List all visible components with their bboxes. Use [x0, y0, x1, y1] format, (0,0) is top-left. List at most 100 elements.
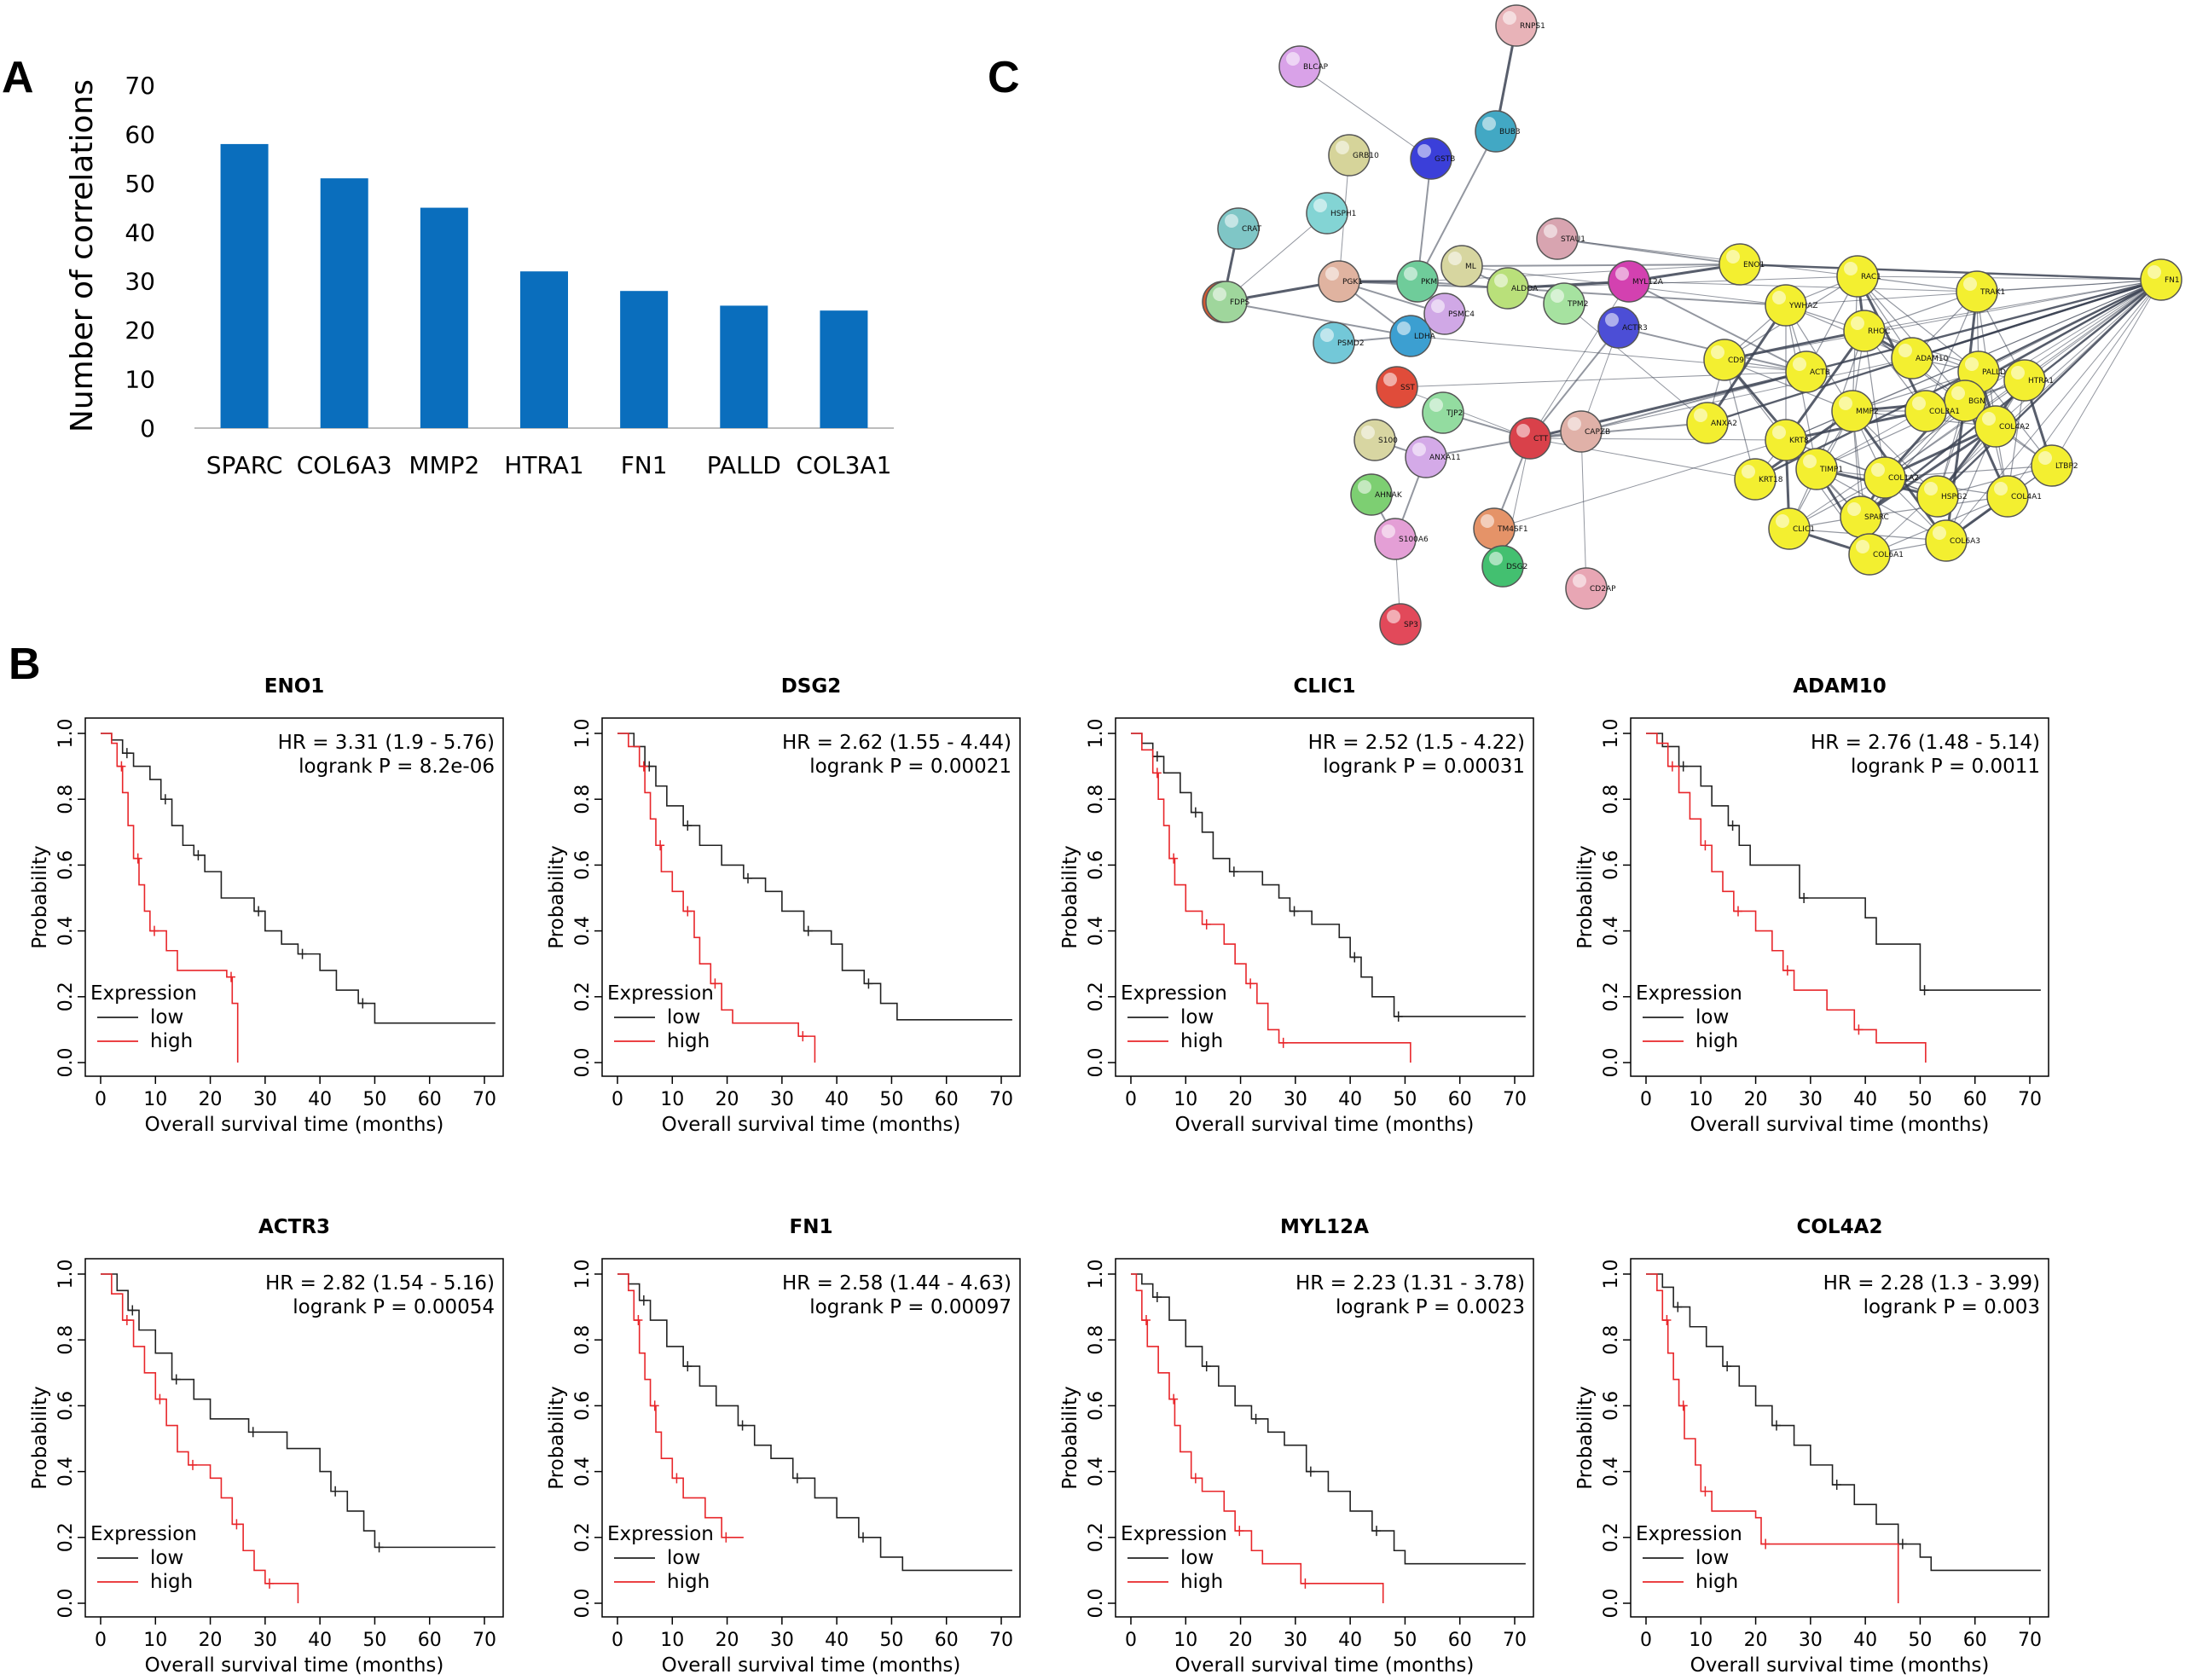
km-title: COL4A2 [1797, 1216, 1883, 1238]
km-censor-mark [1920, 985, 1929, 996]
network-node-highlight [1847, 502, 1861, 516]
km-legend-label-low: low [150, 1006, 183, 1028]
km-x-tick: 40 [825, 1630, 849, 1651]
network-node-highlight [1382, 524, 1395, 538]
network-node-label: ANXA11 [1429, 454, 1461, 462]
network-node [1440, 245, 1483, 287]
km-y-tick: 1.0 [1601, 719, 1622, 749]
km-censor-mark [358, 998, 368, 1009]
km-censor-mark [122, 1315, 131, 1326]
network-node-highlight [1551, 289, 1564, 303]
km-curve-low [617, 733, 1012, 1021]
km-x-tick: 0 [95, 1089, 107, 1110]
network-edge [1580, 357, 1913, 432]
km-logrank-p: logrank P = 0.00097 [809, 1296, 1011, 1318]
km-censor-mark [1251, 1413, 1261, 1424]
km-curve-high [101, 1273, 299, 1603]
km-x-label: Overall survival time (months) [1175, 1114, 1475, 1136]
km-logrank-p: logrank P = 0.003 [1864, 1296, 2040, 1318]
km-y-label: Probability [546, 845, 568, 949]
network-node-label: TM4SF1 [1497, 525, 1528, 534]
km-y-tick: 1.0 [1601, 1260, 1622, 1289]
network-node-label: FN1 [2165, 276, 2180, 285]
network-node-highlight [1429, 398, 1443, 412]
network-node-label: BLCAP [1303, 63, 1329, 72]
network-node-label: KRT8 [1789, 437, 1809, 445]
network-edge [1806, 278, 2162, 374]
network-edge [1706, 304, 1788, 424]
km-legend-title: Expression [1121, 1523, 1227, 1545]
bar [820, 310, 868, 428]
km-x-tick: 40 [1853, 1630, 1877, 1651]
km-legend-label-high: high [1695, 1571, 1738, 1593]
km-x-tick: 50 [1908, 1089, 1932, 1110]
km-x-tick: 40 [308, 1089, 332, 1110]
network-edge [1860, 425, 1997, 518]
network-node-label: CAPZB [1585, 428, 1610, 437]
km-x-label: Overall survival time (months) [662, 1654, 961, 1677]
network-node-label: PGK1 [1342, 278, 1363, 287]
network-edge [1580, 431, 1587, 589]
km-frame [84, 717, 504, 1077]
km-x-tick: 20 [716, 1089, 739, 1110]
km-legend-title: Expression [90, 1523, 197, 1545]
km-x-tick: 60 [418, 1089, 442, 1110]
km-censor-mark [122, 748, 131, 759]
km-censor-mark [150, 925, 159, 936]
network-edge [1816, 468, 1947, 542]
km-x-tick: 70 [989, 1089, 1013, 1110]
km-x-tick: 10 [1174, 1630, 1197, 1651]
km-legend-label-high: high [150, 1030, 193, 1052]
km-legend-label-low: low [150, 1547, 183, 1569]
km-title: ACTR3 [258, 1216, 330, 1238]
km-x-tick: 70 [1503, 1089, 1527, 1110]
km-legend-label-high: high [1180, 1030, 1223, 1052]
network-node-label: DSG2 [1506, 563, 1527, 571]
bar-x-tick: SPARC [206, 451, 283, 479]
km-title: FN1 [790, 1216, 833, 1238]
km-censor-mark [1169, 853, 1179, 864]
km-hazard-ratio: HR = 2.76 (1.48 - 5.14) [1811, 732, 2040, 754]
km-x-label: Overall survival time (months) [1690, 1114, 1990, 1136]
km-y-tick: 0.6 [1086, 1391, 1107, 1421]
km-legend-label-high: high [667, 1030, 710, 1052]
km-censor-mark [374, 1542, 384, 1553]
km-x-tick: 10 [143, 1089, 167, 1110]
network-node-label: CTT [1533, 435, 1549, 443]
km-x-tick: 30 [1799, 1630, 1823, 1651]
bar [220, 143, 269, 428]
km-y-tick: 0.0 [572, 1589, 594, 1619]
km-y-tick: 0.4 [1601, 1457, 1622, 1486]
km-y-tick: 0.6 [572, 850, 594, 880]
network-node-label: COL1A2 [1888, 474, 1919, 483]
network-edge [1995, 279, 2162, 427]
km-y-tick: 0.4 [572, 1457, 594, 1486]
km-censor-mark [1152, 751, 1162, 762]
network-node-label: COL4A2 [1999, 423, 2030, 432]
km-y-tick: 0.2 [1601, 1522, 1622, 1552]
survival-plots: ENO1 0 10 20 30 40 50 60 70 0.0 0.2 0.4 0.6 0.8 1.0 Ove… [29, 675, 2049, 1677]
km-legend-label-high: high [1180, 1571, 1223, 1593]
bar-chart: 0 10 20 30 40 50 60 70 SPARC COL6A3 MMP2 HTRA1 FN1 PA… [65, 72, 894, 479]
network-edge [1857, 275, 2162, 281]
network-node-highlight [1286, 52, 1300, 66]
km-censor-mark [1800, 893, 1809, 903]
km-censor-mark [1728, 820, 1737, 831]
network-edge [1222, 301, 1411, 337]
network-node-label: ENO1 [1743, 261, 1765, 269]
network-edge [1724, 279, 2162, 361]
bar-y-tick: 0 [140, 414, 155, 443]
km-censor-mark [160, 794, 170, 805]
km-censor-mark [1761, 1538, 1771, 1550]
network-node-highlight [2038, 451, 2052, 465]
km-legend-title: Expression [1636, 982, 1742, 1005]
network-edge [1856, 275, 1927, 412]
network-node-highlight [1615, 267, 1629, 281]
network-node-label: ML [1465, 263, 1476, 271]
km-x-tick: 20 [1229, 1089, 1253, 1110]
network-node-label: SPARC [1864, 513, 1889, 522]
network-node-highlight [1912, 397, 1926, 410]
km-censor-mark [1678, 1400, 1688, 1411]
network-node-label: TJP2 [1446, 409, 1463, 418]
